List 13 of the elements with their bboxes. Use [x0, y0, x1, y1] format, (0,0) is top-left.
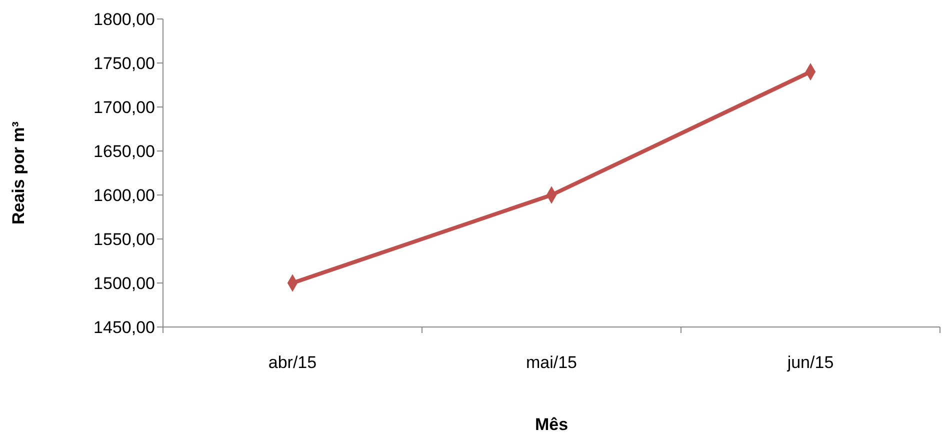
x-tick-label: jun/15 [786, 353, 834, 372]
x-tick-label: abr/15 [268, 353, 317, 372]
x-tick-label: mai/15 [526, 353, 578, 372]
y-tick-label: 1550,00 [94, 230, 155, 249]
y-tick-label: 1500,00 [94, 274, 155, 293]
y-tick-label: 1600,00 [94, 186, 155, 205]
y-tick-label: 1450,00 [94, 318, 155, 337]
y-tick-label: 1700,00 [94, 98, 155, 117]
y-tick-label: 1800,00 [94, 10, 155, 29]
y-tick-label: 1750,00 [94, 54, 155, 73]
y-axis-title: Reais por m³ [9, 121, 28, 224]
y-tick-label: 1650,00 [94, 142, 155, 161]
x-axis-title: Mês [534, 415, 568, 434]
